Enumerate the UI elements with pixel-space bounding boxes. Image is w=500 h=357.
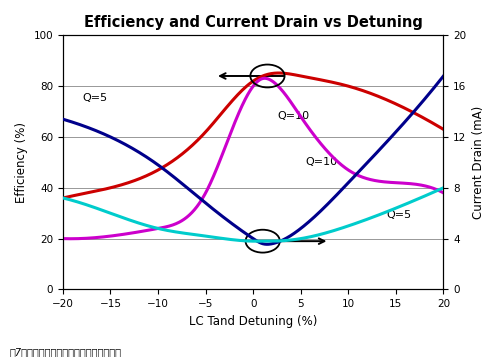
Y-axis label: Efficiency (%): Efficiency (%) — [15, 122, 28, 203]
Y-axis label: Current Drain (mA): Current Drain (mA) — [472, 106, 485, 219]
Text: Q=10: Q=10 — [277, 111, 309, 121]
Text: Q=5: Q=5 — [82, 94, 107, 104]
Text: 图7．开关模式功率放大器效率和失谐关系: 图7．开关模式功率放大器效率和失谐关系 — [10, 347, 122, 357]
Title: Efficiency and Current Drain vs Detuning: Efficiency and Current Drain vs Detuning — [84, 15, 422, 30]
Text: Q=5: Q=5 — [386, 210, 411, 220]
Text: Q=10: Q=10 — [306, 157, 338, 167]
X-axis label: LC Tand Detuning (%): LC Tand Detuning (%) — [189, 315, 318, 328]
